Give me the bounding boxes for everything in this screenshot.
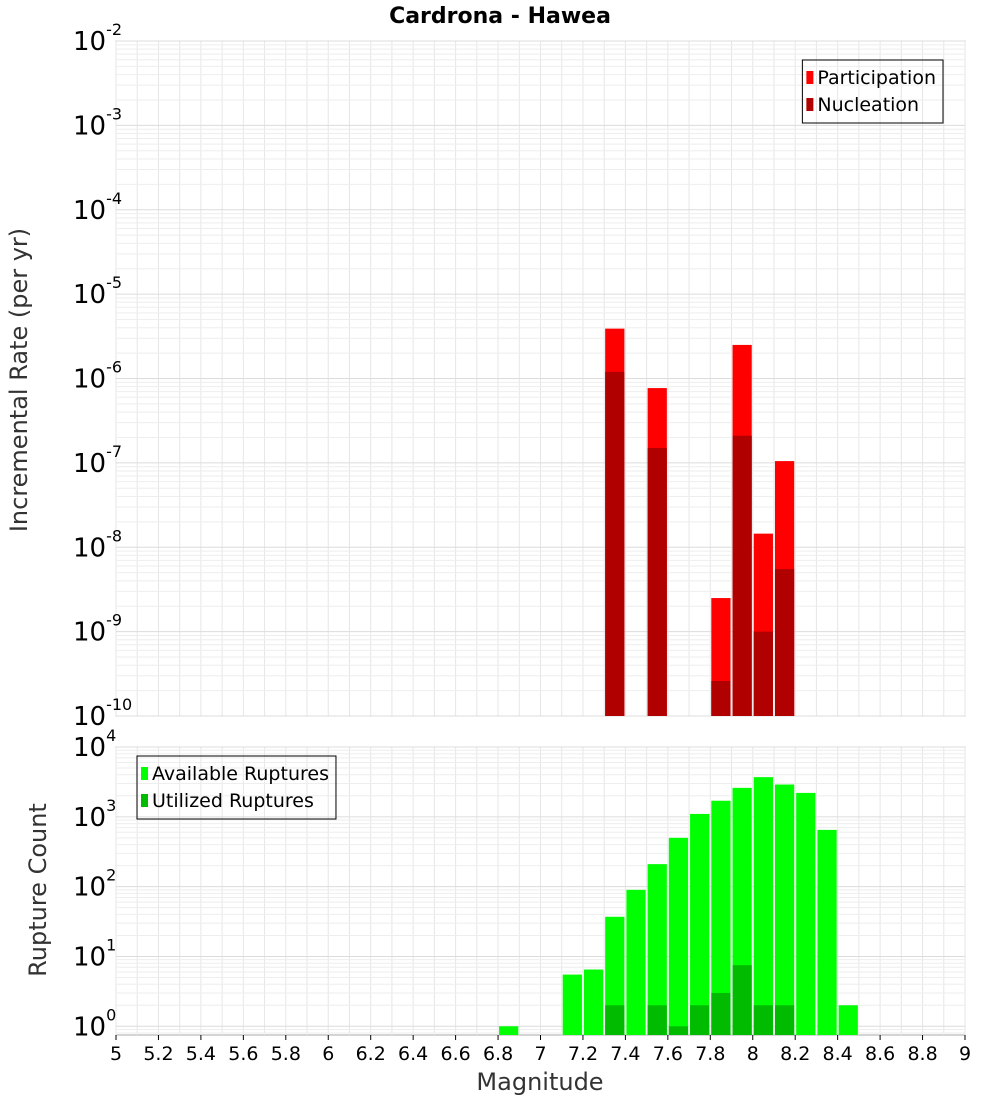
x-tick-label: 7.4 (610, 1043, 640, 1065)
y-tick-label: 10-6 (73, 358, 122, 395)
y-tick-label: 10-4 (73, 189, 122, 226)
bar-available-ruptures (583, 969, 604, 1035)
x-tick-label: 8.2 (780, 1043, 810, 1065)
rate-grid (115, 40, 966, 717)
legend-box (801, 59, 944, 124)
legend-label: Utilized Ruptures (152, 790, 314, 812)
bar-nucleation (711, 680, 731, 716)
bar-nucleation (774, 569, 795, 716)
x-axis-label: Magnitude (476, 1068, 603, 1096)
bar-utilized-ruptures (690, 1005, 710, 1035)
x-tick-label: 5.8 (271, 1043, 301, 1065)
bar-available-ruptures (499, 1026, 519, 1035)
x-tick-label: 9 (959, 1043, 971, 1065)
y-tick-label: 100 (73, 1005, 116, 1042)
bar-nucleation (732, 435, 752, 716)
bar-available-ruptures (690, 813, 710, 1035)
x-tick-label: 5.6 (228, 1043, 258, 1065)
bar-utilized-ruptures (605, 1005, 625, 1035)
chart-title: Cardrona - Hawea (389, 4, 611, 29)
x-tick-label: 7.8 (695, 1043, 725, 1065)
bar-nucleation (753, 631, 773, 716)
x-tick-label: 6.8 (483, 1043, 513, 1065)
count-bars (499, 777, 858, 1035)
y-tick-label: 103 (73, 796, 116, 833)
x-tick-label: 8.4 (823, 1043, 853, 1065)
bar-available-ruptures (668, 837, 689, 1035)
bar-available-ruptures (647, 864, 667, 1035)
rate-bars (605, 328, 795, 716)
x-tick-label: 6.6 (440, 1043, 470, 1065)
bar-available-ruptures (753, 777, 773, 1035)
bar-nucleation (647, 448, 667, 716)
y-tick-label: 10-7 (73, 442, 122, 479)
bar-available-ruptures (711, 800, 731, 1035)
bar-utilized-ruptures (774, 1005, 795, 1035)
count-y-axis-label: Rupture Count (24, 803, 52, 977)
legend-box (136, 755, 337, 820)
legend-label: Available Ruptures (152, 763, 329, 785)
bar-available-ruptures (838, 1005, 858, 1035)
bar-available-ruptures (774, 784, 795, 1035)
x-axis-ticks: 5 5.2 5.4 5.6 5.8 6 6.2 6.4 6.6 6.8 7 7.2 7.4 7.6 7.8 8… (110, 1035, 971, 1065)
bar-available-ruptures (562, 974, 582, 1035)
x-tick-label: 7.6 (653, 1043, 683, 1065)
x-tick-label: 5.2 (143, 1043, 173, 1065)
y-tick-label: 10-2 (73, 20, 122, 57)
legend-label: Participation (817, 67, 936, 89)
bar-utilized-ruptures (711, 992, 731, 1035)
y-tick-label: 10-8 (73, 526, 122, 563)
x-tick-label: 6 (322, 1043, 334, 1065)
y-tick-label: 101 (73, 935, 116, 972)
x-tick-label: 8.8 (907, 1043, 937, 1065)
x-tick-label: 7.2 (568, 1043, 598, 1065)
legend-swatch (141, 794, 148, 807)
y-tick-label: 10-5 (73, 273, 122, 310)
bar-nucleation (605, 371, 625, 716)
x-tick-label: 6.2 (356, 1043, 386, 1065)
rate-legend: Participation Nucleation (801, 59, 944, 124)
rate-y-ticks: 10-10 10-9 10-8 10-7 10-6 10-5 10-4 10-3 10-2 (73, 20, 132, 732)
x-tick-label: 7 (534, 1043, 546, 1065)
bar-utilized-ruptures (753, 1005, 773, 1035)
legend-label: Nucleation (817, 94, 919, 116)
x-tick-label: 6.4 (398, 1043, 428, 1065)
bar-available-ruptures (626, 889, 646, 1035)
legend-swatch (806, 98, 814, 111)
y-tick-label: 10-3 (73, 104, 122, 141)
bar-available-ruptures (817, 829, 837, 1035)
y-tick-label: 102 (73, 866, 116, 903)
x-tick-label: 8 (747, 1043, 759, 1065)
x-tick-label: 5 (110, 1043, 122, 1065)
x-tick-label: 8.6 (865, 1043, 895, 1065)
count-legend: Available Ruptures Utilized Ruptures (136, 755, 337, 820)
bar-utilized-ruptures (732, 965, 752, 1035)
rate-y-axis-label: Incremental Rate (per yr) (5, 228, 33, 532)
y-tick-label: 10-10 (73, 695, 132, 732)
bar-utilized-ruptures (647, 1005, 667, 1035)
bar-available-ruptures (796, 792, 816, 1035)
y-tick-label: 10-9 (73, 611, 122, 648)
x-tick-label: 5.4 (186, 1043, 216, 1065)
legend-swatch (806, 71, 814, 84)
legend-swatch (141, 767, 148, 780)
bar-utilized-ruptures (668, 1026, 689, 1035)
